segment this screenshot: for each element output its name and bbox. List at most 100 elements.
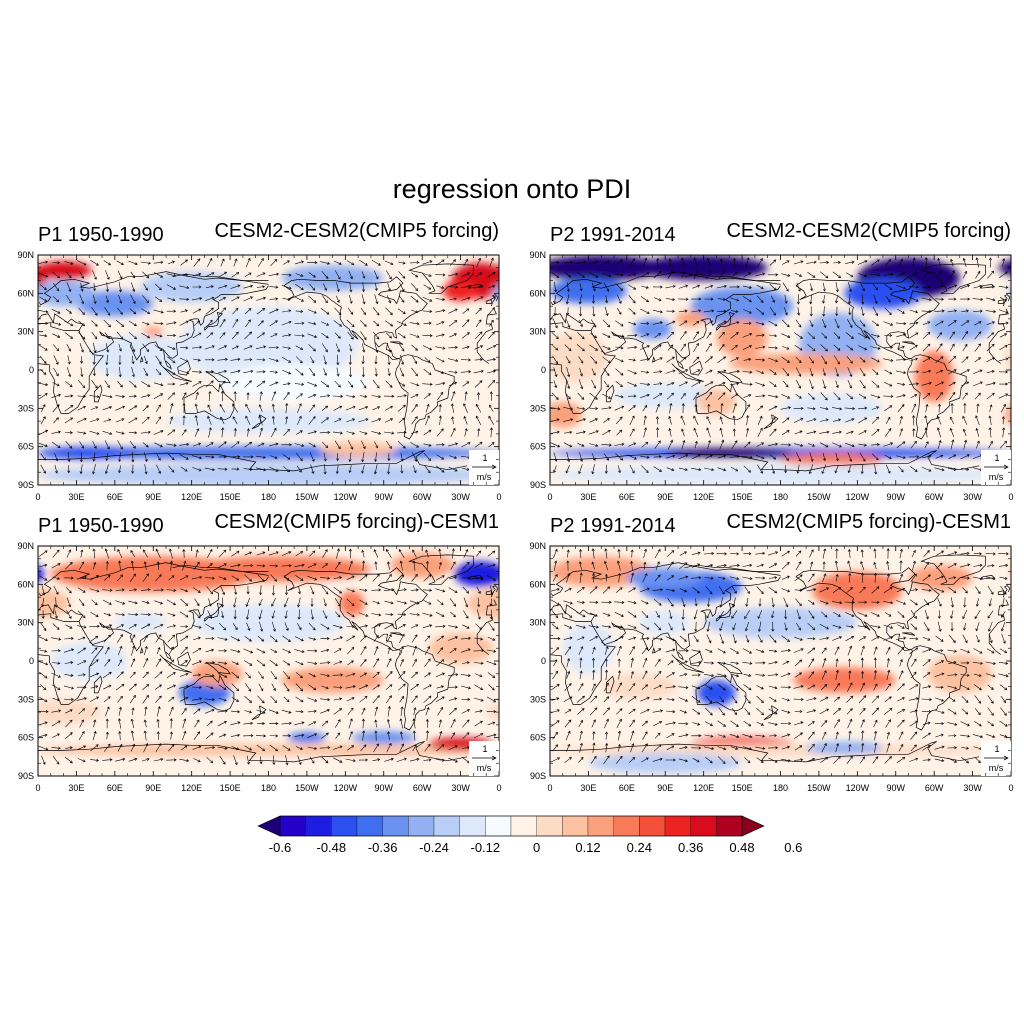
wind-vector [652, 588, 664, 592]
wind-vector [166, 624, 176, 628]
wind-vector [551, 647, 560, 655]
wind-vector [691, 696, 701, 703]
wind-vector [410, 683, 419, 691]
wind-vector [743, 552, 752, 556]
wind-vector [616, 708, 623, 715]
wind-vector [692, 722, 701, 726]
wind-vector [39, 284, 47, 290]
wind-vector [335, 732, 341, 739]
wind-vector [602, 333, 611, 338]
wind-vector [806, 697, 817, 701]
coastline [980, 575, 996, 580]
wind-vector [180, 646, 188, 655]
wind-vector [987, 721, 995, 727]
wind-vector [653, 297, 662, 302]
wind-vector [309, 550, 316, 557]
wind-vector [77, 647, 87, 654]
wind-vector [307, 381, 318, 387]
field-anomaly [697, 389, 736, 415]
wind-vector [834, 464, 839, 474]
wind-vector [730, 673, 740, 678]
wind-vector [832, 624, 842, 629]
colorbar-segment [485, 815, 512, 837]
wind-vector [591, 464, 595, 475]
wind-vector [284, 585, 289, 596]
wind-vector [936, 332, 942, 339]
wind-vector [846, 345, 854, 351]
wind-vector [950, 622, 954, 632]
wind-vector [118, 366, 122, 378]
wind-vector [806, 430, 817, 434]
wind-vector [592, 731, 596, 740]
coastline [716, 603, 736, 622]
field-anomaly [38, 446, 141, 460]
wind-vector [604, 669, 609, 681]
wind-vector [142, 405, 149, 412]
colorbar-segment [408, 815, 435, 837]
wind-vector [628, 258, 636, 267]
wind-vector [358, 612, 369, 617]
wind-vector [423, 453, 431, 462]
wind-vector [795, 367, 802, 377]
wind-vector [886, 669, 891, 680]
wind-vector [91, 647, 98, 654]
wind-vector [590, 332, 598, 339]
wind-vector [361, 718, 365, 729]
wind-vector [332, 431, 343, 435]
colorbar-tick-label: 0.6 [784, 840, 802, 855]
wind-vector [422, 345, 433, 351]
wind-vector [871, 357, 880, 363]
wind-vector [282, 369, 292, 375]
wind-vector [896, 709, 906, 714]
field-anomaly [38, 588, 71, 619]
wind-vector [678, 685, 689, 690]
lat-tick-label: 30S [18, 403, 34, 413]
wind-vector [295, 746, 304, 750]
wind-vector [566, 658, 570, 668]
wind-vector [348, 560, 353, 571]
wind-vector [192, 370, 202, 374]
wind-vector [975, 622, 980, 632]
wind-vector [308, 295, 317, 303]
wind-vector [603, 418, 610, 423]
wind-vector [38, 260, 49, 264]
wind-vector [590, 356, 598, 364]
wind-vector [219, 297, 227, 301]
wind-vector [908, 285, 919, 289]
wind-vector [845, 612, 855, 617]
wind-vector [143, 367, 148, 377]
wind-vector [592, 572, 596, 583]
wind-vector [66, 282, 72, 293]
wind-vector [449, 259, 456, 266]
wind-vector [783, 597, 789, 608]
wind-vector [652, 757, 663, 762]
wind-vector [270, 574, 277, 582]
wind-vector [231, 272, 240, 278]
wind-vector [806, 418, 817, 423]
wind-vector [793, 406, 804, 410]
wind-vector [668, 415, 672, 425]
wind-vector [909, 599, 918, 606]
wind-vector [374, 719, 378, 728]
wind-vector [77, 610, 86, 619]
wind-vector [269, 744, 279, 752]
wind-vector [678, 733, 689, 738]
wind-vector [63, 685, 75, 690]
wind-vector [871, 453, 879, 461]
wind-vector [781, 562, 790, 570]
wind-vector [51, 661, 61, 665]
wind-vector [716, 673, 727, 678]
field-anomaly [38, 699, 103, 725]
wind-vector [473, 661, 484, 665]
wind-vector [116, 671, 124, 679]
wind-vector [39, 733, 48, 737]
wind-vector [373, 658, 379, 668]
wind-vector [473, 369, 484, 374]
wind-vector [732, 634, 737, 644]
wind-vector [335, 295, 340, 303]
wind-vector [820, 392, 828, 401]
wind-vector [116, 319, 125, 327]
wind-vector [819, 587, 830, 593]
wind-vector [922, 659, 931, 667]
wind-vector [808, 464, 814, 475]
